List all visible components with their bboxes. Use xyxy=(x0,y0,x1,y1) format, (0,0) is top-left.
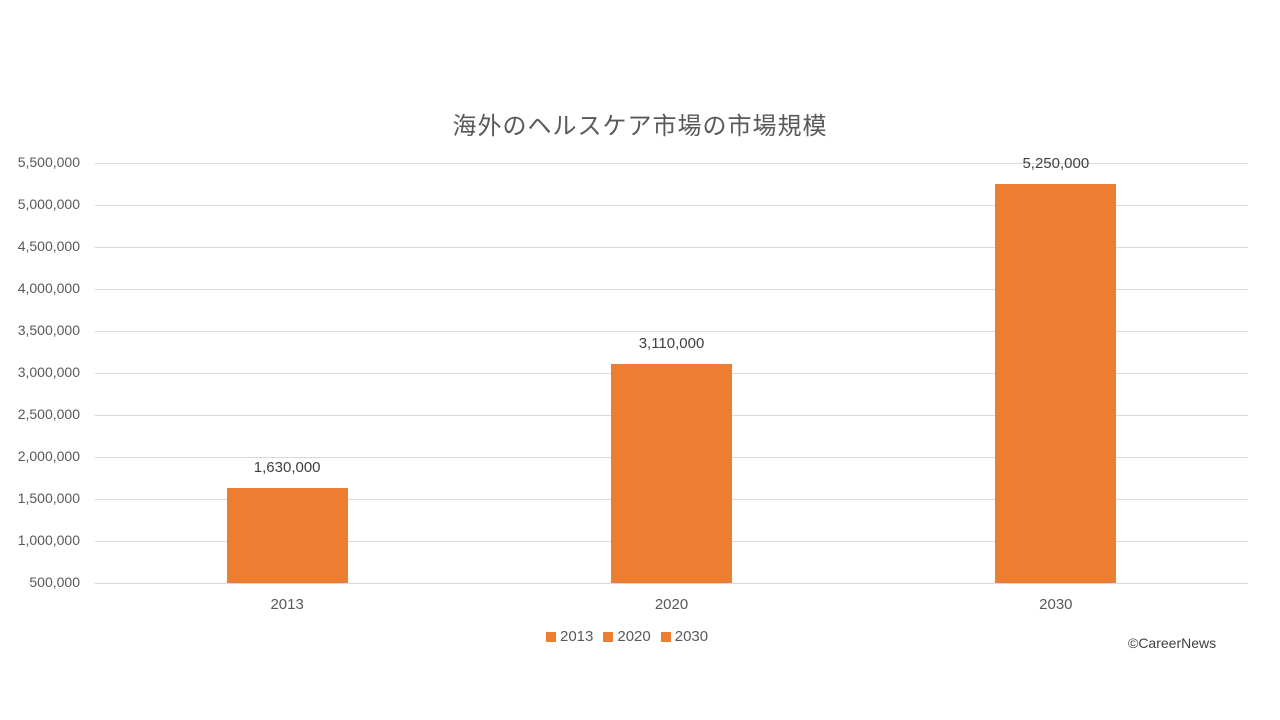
data-label: 3,110,000 xyxy=(638,334,705,352)
y-tick-label: 5,000,000 xyxy=(17,196,80,212)
legend-item: 2020 xyxy=(603,628,651,645)
y-tick-label: 500,000 xyxy=(29,574,80,590)
x-tick-label: 2013 xyxy=(270,596,304,613)
gridline xyxy=(95,163,1248,164)
legend-item: 2013 xyxy=(546,628,593,645)
legend-swatch-icon xyxy=(546,631,556,642)
gridline xyxy=(95,205,1248,206)
y-tick-label: 2,500,000 xyxy=(17,406,80,422)
y-tick-label: 4,500,000 xyxy=(17,238,80,254)
legend-item: 2030 xyxy=(660,628,709,645)
legend-label: 2013 xyxy=(560,628,594,645)
y-tick-label: 4,000,000 xyxy=(17,280,80,296)
legend-swatch-icon xyxy=(660,631,671,642)
gridline xyxy=(95,331,1248,332)
x-tick-label: 2020 xyxy=(654,596,689,613)
y-tick-label: 1,000,000 xyxy=(17,532,80,548)
legend: 2013 2020 2030 xyxy=(546,628,708,645)
data-label: 1,630,000 xyxy=(253,459,321,477)
chart-title: 海外のヘルスケア市場の市場規模 xyxy=(452,112,828,140)
y-tick-label: 2,000,000 xyxy=(17,448,80,464)
bar-2030 xyxy=(995,184,1117,583)
gridline xyxy=(95,247,1248,248)
bar-2013 xyxy=(226,488,348,583)
y-tick-label: 5,500,000 xyxy=(17,154,80,170)
gridline xyxy=(95,583,1248,584)
y-tick-label: 3,000,000 xyxy=(17,364,80,380)
y-tick-label: 3,500,000 xyxy=(17,322,80,338)
credit-text: ©CareerNews xyxy=(1128,635,1217,651)
gridline xyxy=(95,289,1248,290)
y-tick-label: 1,500,000 xyxy=(17,490,80,506)
legend-label: 2030 xyxy=(674,628,709,645)
legend-swatch-icon xyxy=(603,631,614,642)
bar-2020 xyxy=(611,363,732,583)
x-tick-label: 2030 xyxy=(1039,596,1073,613)
data-label: 5,250,000 xyxy=(1022,155,1090,172)
legend-label: 2020 xyxy=(617,628,651,645)
